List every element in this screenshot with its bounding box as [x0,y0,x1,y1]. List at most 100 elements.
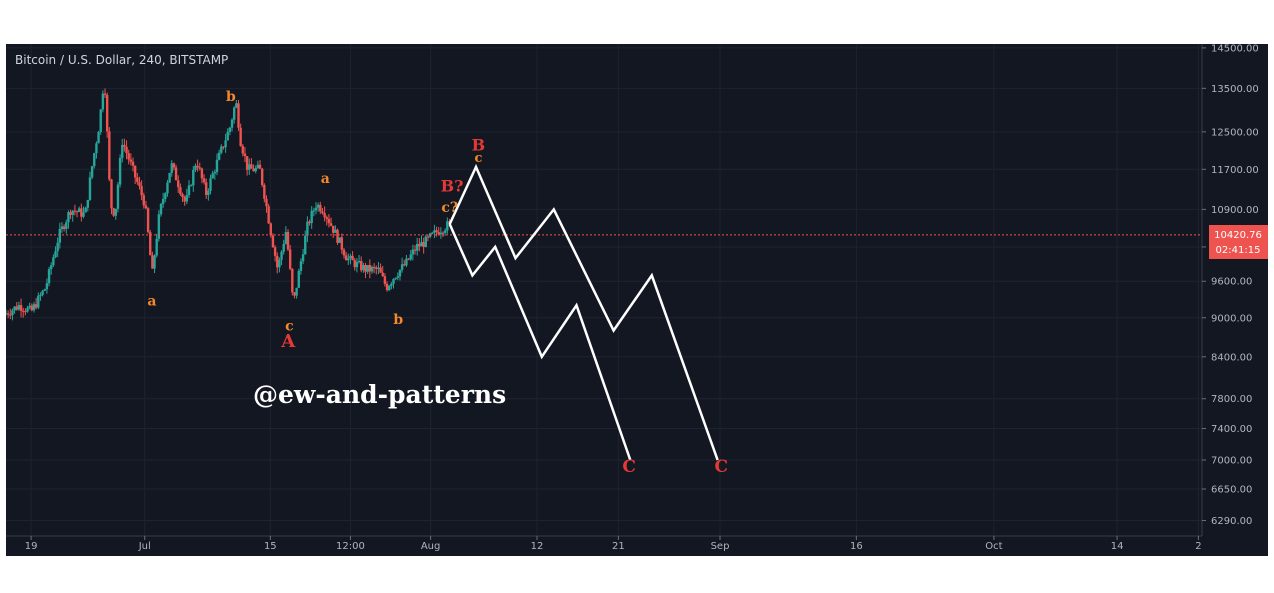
candle-down [291,268,294,293]
candle-up [392,279,395,284]
price-tick-label: 10900.00 [1211,205,1259,216]
candle-down [222,146,225,148]
candle-up [155,238,158,256]
candle-up [232,107,236,120]
candle-up [32,304,36,311]
candle-down [69,212,72,215]
candle-up [420,241,423,247]
candle-down [263,184,266,199]
candle-up [211,173,214,179]
candle-down [140,186,143,196]
candle-down [364,265,367,272]
candle-up [310,210,313,224]
candle-down [368,265,372,272]
candle-down [276,255,279,268]
candle-down [62,226,66,229]
candle-up [47,269,51,284]
candle-up [194,165,197,170]
candle-up [164,193,167,199]
candle-up [54,251,57,258]
candle-down [183,196,186,202]
candle-up [77,208,81,212]
candle-up [86,199,90,208]
candle-up [56,242,59,252]
candle-up [26,307,29,312]
candle-up [224,140,227,148]
candle-down [308,221,311,224]
candle-up [248,164,251,170]
wave-label: A [280,331,296,352]
candle-down [403,264,406,266]
price-tick-label: 6290.00 [1211,516,1252,527]
candle-up [153,255,156,269]
candle-down [6,313,10,315]
candle-down [129,159,133,162]
candle-down [288,249,292,269]
price-tick-label: 7000.00 [1211,455,1252,466]
candle-down [237,103,240,128]
time-tick-label: 12:00 [336,541,365,552]
candle-down [75,211,79,213]
candle-up [362,265,365,271]
candle-up [370,266,374,272]
candle-down [149,232,152,256]
wave-label: c [285,318,294,334]
candle-down [413,249,417,251]
candle-down [30,305,34,311]
candle-down [407,258,410,260]
time-tick-label: Sep [711,541,730,552]
price-tick-label: 13500.00 [1211,84,1259,95]
candle-up [443,230,447,233]
candle-up [90,166,94,178]
projection-paths [448,163,719,461]
candle-down [426,236,430,238]
candle-down [381,272,384,277]
candle-down [142,195,145,206]
candle-up [299,261,303,271]
candle-down [146,208,150,233]
time-tick-label: 14 [1111,541,1124,552]
candle-up [400,264,404,270]
candle-down [323,213,326,218]
candle-up [439,232,443,235]
candle-up [67,212,70,223]
candle-down [372,266,376,268]
candle-up [316,204,320,208]
candle-up [405,258,408,266]
candle-up [228,127,232,132]
candle-up [185,195,189,202]
candle-down [73,210,77,212]
time-axis [6,536,1268,556]
candle-up [170,163,173,173]
candle-down [172,163,176,168]
candle-up [357,260,361,262]
candle-down [110,179,113,209]
time-tick-label: 16 [850,541,863,552]
candle-up [415,243,419,251]
wave-label: B [472,135,486,154]
candle-down [336,229,339,243]
bar-countdown: 02:41:15 [1216,245,1261,256]
candle-up [390,283,393,287]
candle-down [437,232,440,235]
candle-up [71,210,74,215]
candle-down [144,205,148,209]
candle-down [252,168,255,172]
candle-up [297,270,300,288]
candle-down [360,260,363,271]
candle-down [196,165,199,168]
candle-up [226,131,229,141]
candle-up [99,109,102,132]
candle-up [192,169,195,186]
price-tick-label: 8400.00 [1211,352,1252,363]
candle-down [329,223,333,226]
wave-label: a [147,293,156,309]
candle-down [125,146,128,154]
candle-up [217,152,221,160]
candle-down [136,177,139,183]
candle-down [80,208,83,217]
candle-down [123,144,126,147]
candle-down [19,304,23,311]
candle-down [127,153,130,160]
